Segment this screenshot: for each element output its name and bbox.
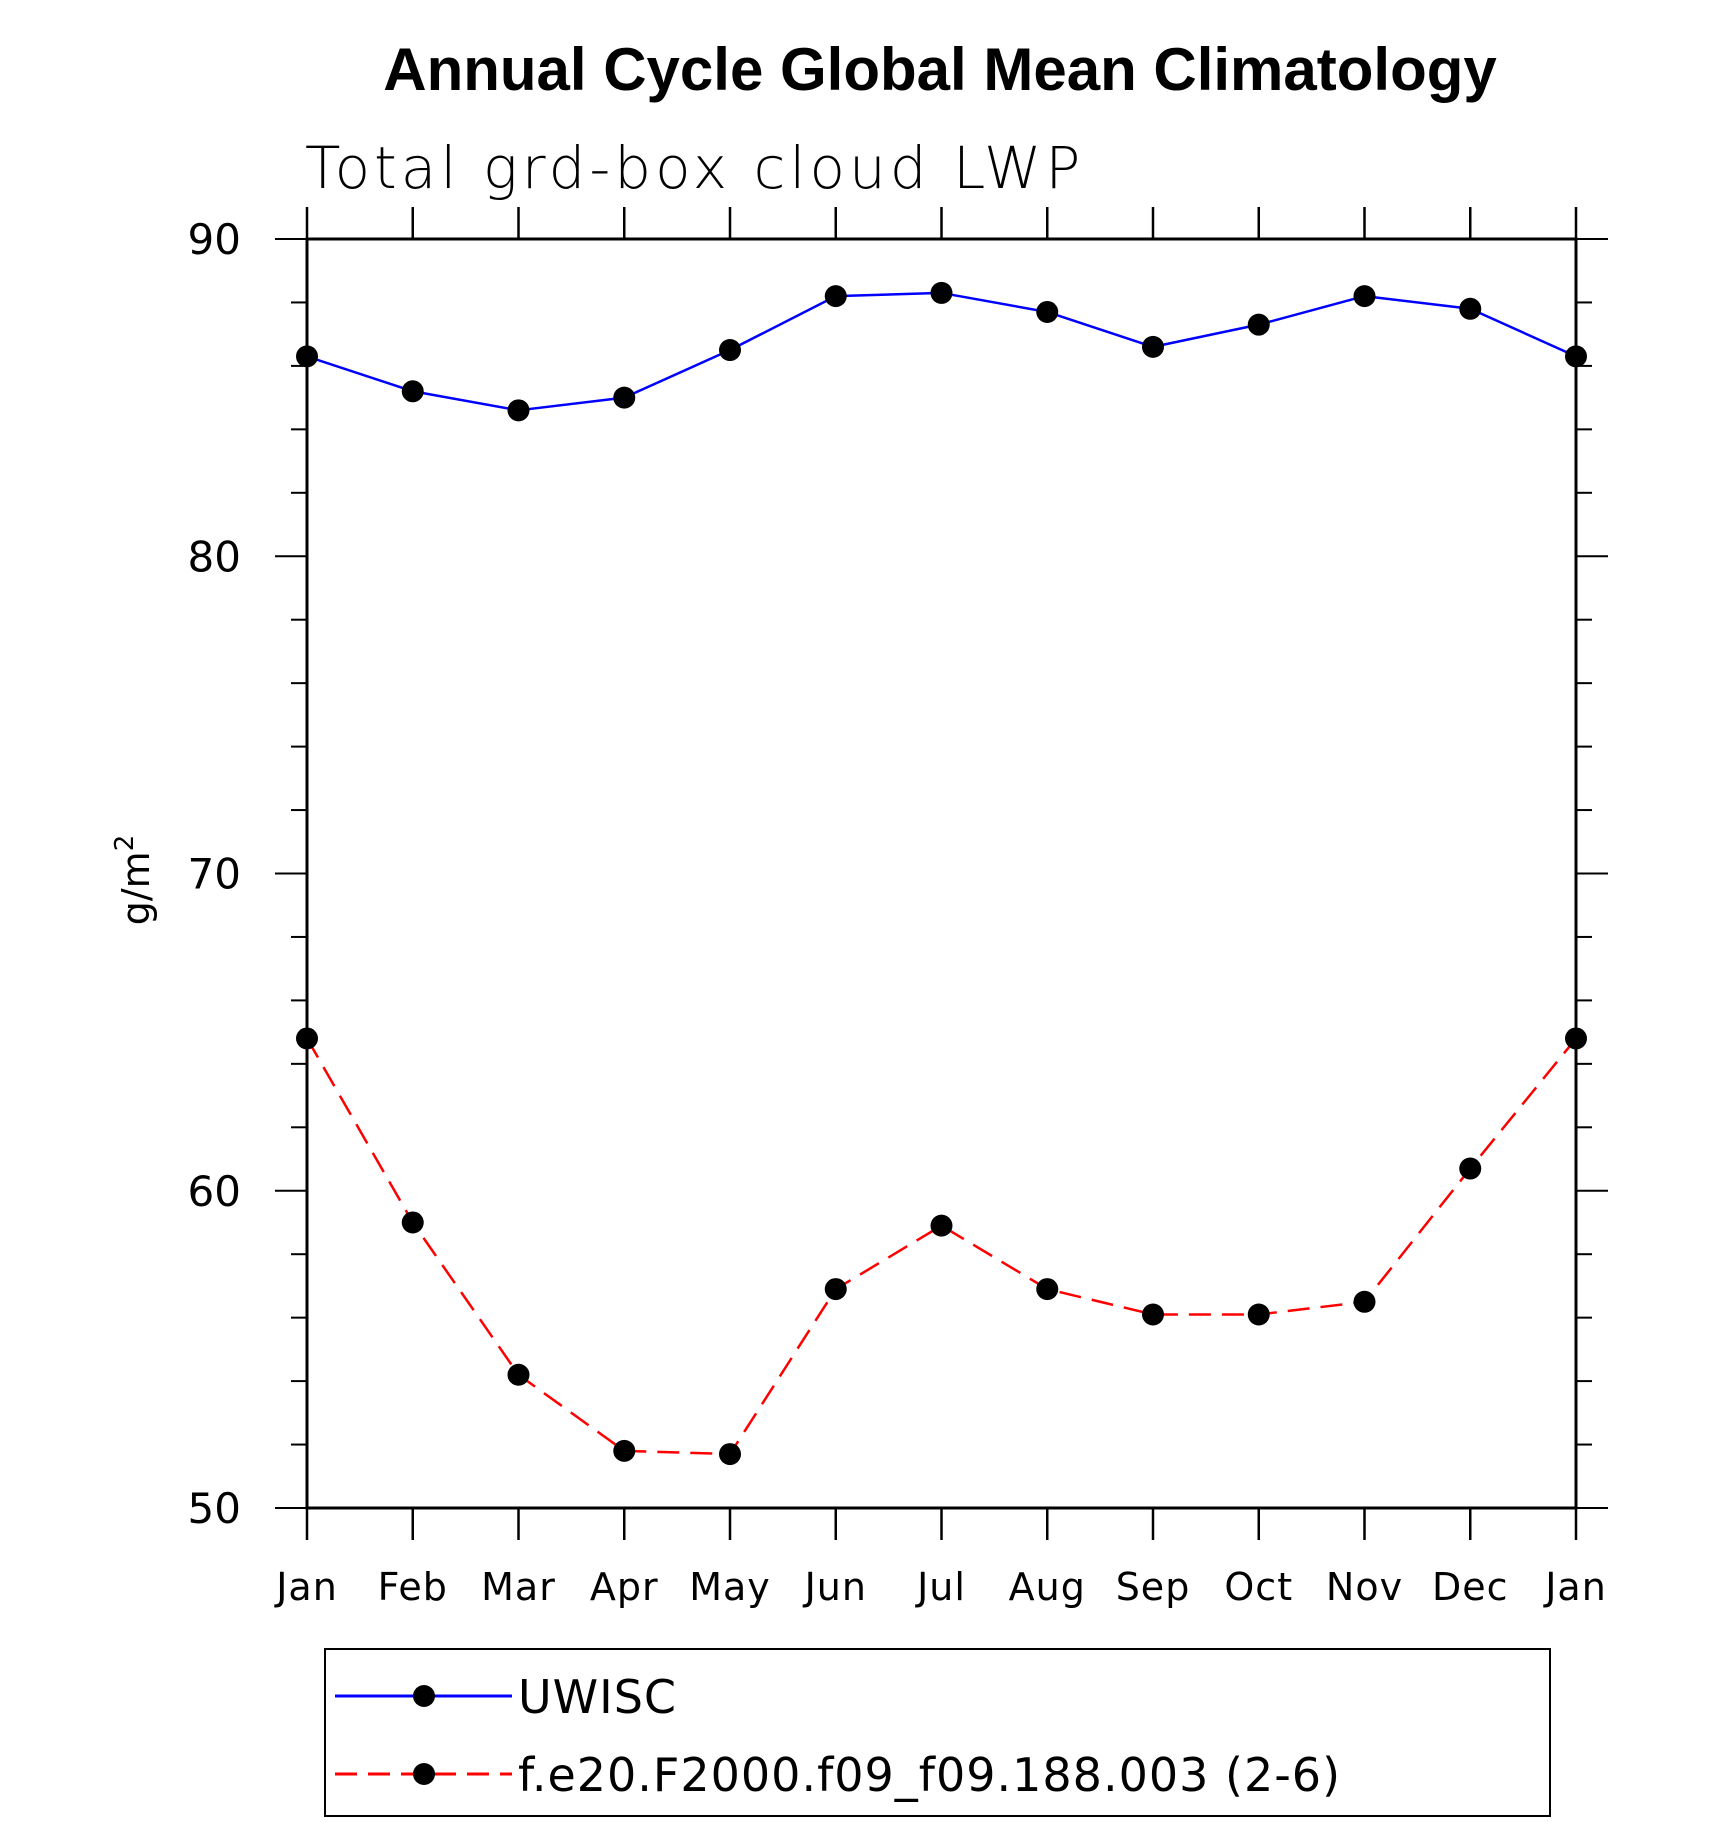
data-point-series-0 [930,281,953,304]
x-tick-label: Oct [1224,1565,1293,1609]
data-point-series-0 [1036,300,1059,323]
x-tick-label: Feb [378,1565,448,1609]
y-tick-label: 70 [188,850,241,899]
data-point-series-0 [1353,285,1376,308]
data-point-series-1 [930,1214,953,1237]
data-point-series-0 [719,339,741,362]
x-tick-label: Mar [481,1565,556,1609]
y-axis-label-text: g/m [114,851,158,925]
legend-marker-model [413,1763,435,1785]
series-line-1 [305,1037,1577,1456]
x-tick-label: Nov [1326,1565,1403,1609]
data-point-series-1 [824,1278,847,1301]
data-point-series-1 [613,1439,636,1462]
y-axis-label-superscript: 2 [110,835,140,852]
y-axis: 50 60 70 80 90 [188,215,1608,1533]
data-point-series-1 [1459,1157,1482,1180]
data-point-series-0 [401,380,424,403]
x-tick-label: Jul [915,1565,966,1609]
data-point-series-0 [1565,345,1587,368]
chart-title: Annual Cycle Global Mean Climatology [383,36,1497,103]
data-point-series-1 [1353,1290,1376,1313]
series-layer [296,281,1587,1466]
plot-border [305,237,1578,1510]
data-point-series-1 [1036,1278,1059,1301]
y-tick-label: 60 [188,1167,241,1216]
x-tick-label: Dec [1432,1565,1509,1609]
data-point-series-0 [507,399,530,422]
data-point-series-1 [401,1211,424,1234]
legend-label-uwisc: UWISC [518,1670,677,1724]
x-axis: Jan Feb Mar Apr May Jun Jul Aug Sep Oct Nov Dec Jan [274,207,1607,1609]
series-line-0 [306,291,1577,412]
data-point-series-1 [1142,1303,1164,1326]
x-tick-label: May [689,1565,771,1609]
data-point-series-0 [824,285,847,308]
data-point-series-1 [719,1443,741,1466]
y-tick-label: 80 [188,532,241,581]
y-tick-label: 90 [188,215,241,264]
chart-subtitle: Total grd-box cloud LWP [305,134,1084,202]
legend-label-model: f.e20.F2000.f09_f09.188.003 (2-6) [518,1748,1341,1802]
data-point-series-1 [1247,1303,1270,1326]
x-tick-label: Jan [274,1565,338,1609]
data-point-series-1 [1565,1027,1587,1050]
y-tick-label: 50 [188,1484,241,1533]
legend-marker-uwisc [413,1685,435,1707]
data-point-series-0 [613,386,636,409]
x-tick-label: Jan [1543,1565,1607,1609]
x-tick-label: Apr [590,1565,659,1609]
data-point-series-0 [1247,313,1270,336]
data-point-series-0 [296,345,318,368]
y-axis-label: g/m2 [110,835,158,926]
x-tick-label: Aug [1009,1565,1086,1609]
x-tick-label: Sep [1116,1565,1191,1609]
plot-frame [305,237,1578,1510]
data-point-series-1 [296,1027,318,1050]
data-point-series-0 [1142,335,1164,358]
data-point-series-1 [507,1363,530,1386]
legend: UWISC f.e20.F2000.f09_f09.188.003 (2-6) [324,1648,1551,1817]
x-tick-label: Jun [803,1565,867,1609]
data-point-series-0 [1459,297,1482,320]
legend-box [324,1648,1551,1817]
